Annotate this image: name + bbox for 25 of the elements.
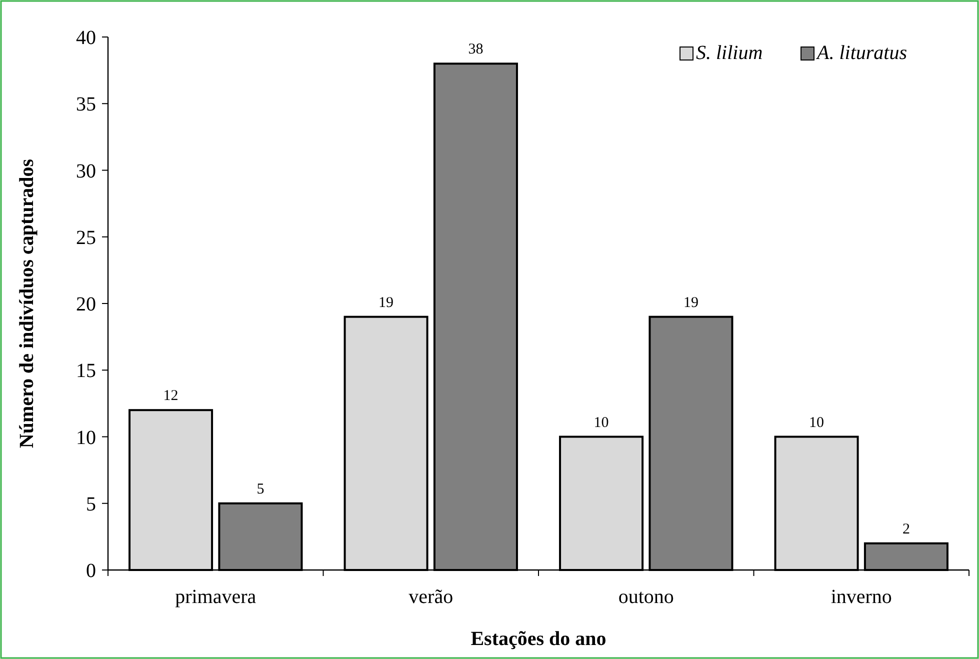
legend-label: A. lituratus: [815, 42, 908, 64]
data-label: 10: [809, 414, 824, 431]
data-label: 19: [683, 294, 698, 311]
x-axis-title: Estações do ano: [470, 628, 606, 650]
y-tick-label: 20: [76, 294, 96, 316]
data-label: 38: [468, 42, 484, 58]
x-tick-label: outono: [618, 586, 674, 608]
data-label: 19: [378, 294, 394, 311]
data-label: 10: [594, 414, 609, 431]
x-tick-label: primavera: [175, 586, 256, 608]
x-tick-label: inverno: [830, 586, 892, 608]
y-axis-title: Número de indivíduos capturados: [16, 158, 38, 448]
legend-label: S. lilium: [696, 42, 763, 64]
y-tick-label: 40: [76, 27, 96, 49]
y-tick-label: 30: [76, 160, 96, 182]
y-tick-label: 15: [76, 360, 96, 382]
y-tick-label: 0: [86, 560, 96, 582]
y-tick-label: 10: [76, 426, 96, 449]
y-tick-label: 25: [76, 226, 96, 249]
y-tick-label: 35: [76, 94, 96, 116]
x-tick-label: verão: [408, 586, 454, 608]
data-label: 5: [256, 481, 264, 498]
y-tick-label: 5: [86, 493, 96, 516]
data-label: 12: [163, 388, 178, 404]
data-label: 2: [902, 521, 910, 538]
